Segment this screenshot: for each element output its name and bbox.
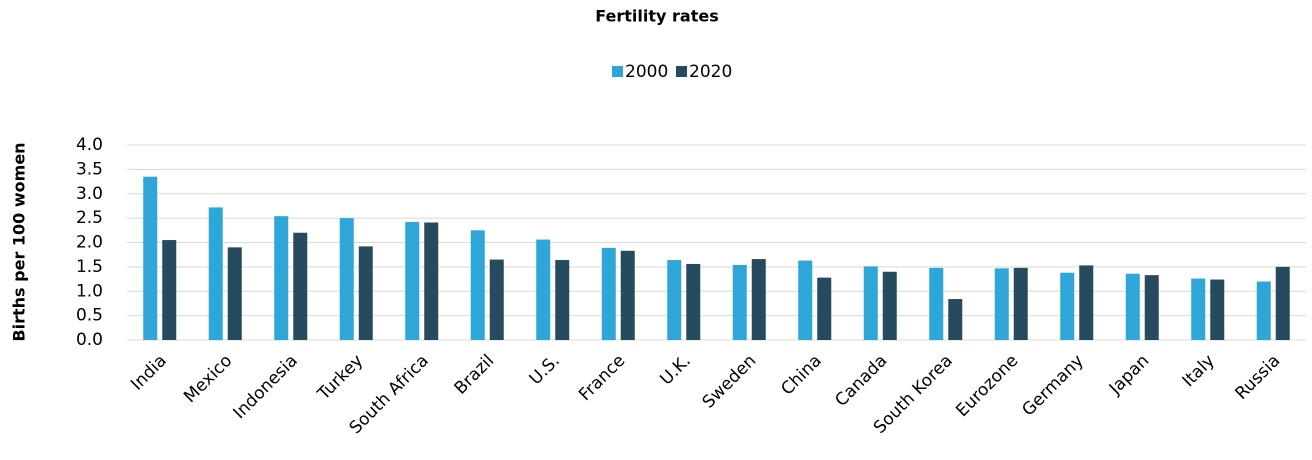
bar (208, 207, 223, 340)
bar (1125, 273, 1140, 340)
y-axis-label: Births per 100 women (10, 142, 29, 341)
x-tick-label: Indonesia (230, 351, 302, 423)
legend-swatch (612, 66, 623, 77)
x-tick-label: Japan (1105, 351, 1153, 399)
bar (882, 271, 897, 340)
bar (1191, 278, 1206, 340)
bar (863, 266, 878, 340)
bar (293, 232, 308, 340)
chart-title: Fertility rates (595, 7, 718, 26)
bar (143, 176, 158, 340)
x-tick-label: Sweden (699, 351, 761, 413)
bar (470, 230, 485, 340)
bar (751, 259, 766, 340)
bar (1210, 279, 1225, 340)
x-tick-label: Germany (1018, 351, 1087, 420)
bar (948, 299, 963, 340)
bar (929, 267, 944, 340)
bar (994, 268, 1009, 340)
y-tick-label: 3.5 (76, 159, 103, 179)
bar (536, 239, 551, 340)
bar (1275, 266, 1290, 340)
legend-swatch (676, 66, 687, 77)
bar (620, 250, 635, 340)
bar (1144, 275, 1159, 340)
bar (405, 222, 420, 340)
y-tick-label: 0.0 (76, 330, 103, 350)
legend-label: 2020 (689, 62, 732, 82)
bar (1060, 272, 1075, 340)
x-tick-label: Italy (1179, 351, 1219, 391)
x-tick-label: Russia (1232, 351, 1285, 404)
x-tick-label: U.K. (656, 351, 694, 389)
bar (339, 218, 354, 340)
bar (358, 246, 373, 340)
bar (227, 247, 242, 340)
bar (274, 216, 289, 340)
y-tick-label: 1.5 (76, 257, 103, 277)
x-tick-label: Turkey (313, 351, 367, 405)
bar (667, 260, 682, 340)
x-tick-label: France (575, 351, 629, 405)
y-tick-label: 1.0 (76, 281, 103, 301)
x-tick-label: Brazil (451, 351, 499, 399)
bar (732, 264, 747, 340)
bar (798, 260, 813, 340)
bar (555, 260, 570, 340)
x-tick-label: Mexico (180, 351, 236, 407)
x-tick-label: Canada (831, 351, 891, 411)
bar (686, 263, 701, 340)
y-tick-label: 3.0 (76, 184, 103, 204)
bar (1256, 281, 1271, 340)
y-tick-label: 2.5 (76, 208, 103, 228)
bar (601, 247, 616, 340)
bar (489, 259, 504, 340)
x-tick-label: U.S. (526, 351, 564, 389)
bar (1013, 267, 1028, 340)
bar (817, 277, 832, 340)
bar (162, 240, 177, 340)
bar (424, 222, 439, 340)
bar (1079, 265, 1094, 340)
legend-label: 2000 (625, 62, 668, 82)
y-tick-label: 4.0 (76, 135, 103, 155)
x-tick-label: Eurozone (952, 351, 1022, 421)
x-tick-label: China (777, 351, 825, 399)
y-tick-label: 2.0 (76, 233, 103, 253)
x-tick-label: India (127, 351, 171, 395)
y-tick-label: 0.5 (76, 306, 103, 326)
